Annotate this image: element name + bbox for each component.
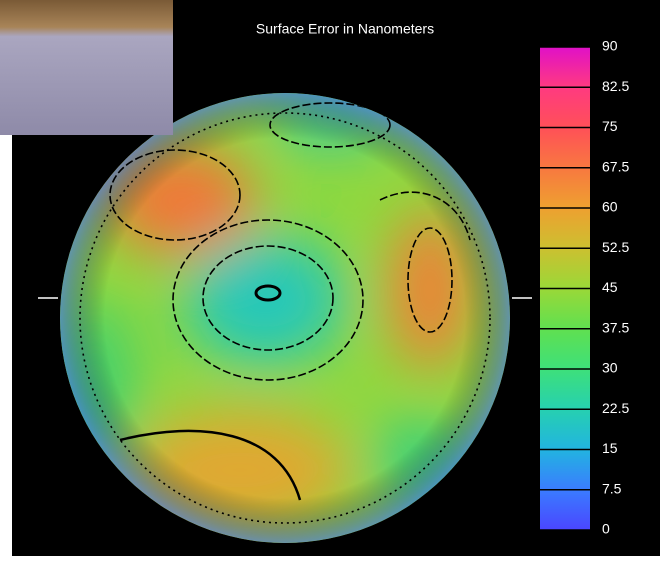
photo-inset <box>0 0 173 135</box>
colorbar-tick-label: 0 <box>602 521 610 537</box>
colorbar-tick-label: 45 <box>602 279 618 295</box>
colorbar-tick-label: 37.5 <box>602 319 629 335</box>
colorbar-tick-label: 60 <box>602 199 618 215</box>
colorbar-tick-label: 75 <box>602 118 618 134</box>
colorbar-tick-label: 52.5 <box>602 239 629 255</box>
colorbar-tick-label: 15 <box>602 440 618 456</box>
colorbar-tick-label: 82.5 <box>602 78 629 94</box>
chart-title: Surface Error in Nanometers <box>256 21 434 37</box>
colorbar-tick-label: 90 <box>602 38 618 54</box>
chart: Surface Error in Nanometers 0 7.5 15 22.5 30… <box>0 0 660 556</box>
colorbar-tick-label: 22.5 <box>602 400 629 416</box>
colorbar-tick-label: 67.5 <box>602 158 629 174</box>
colorbar-tick-label: 7.5 <box>602 480 622 496</box>
page: Surface Error in Nanometers 0 7.5 15 22.5 30… <box>0 0 660 556</box>
colorbar-tick-label: 30 <box>602 360 618 376</box>
